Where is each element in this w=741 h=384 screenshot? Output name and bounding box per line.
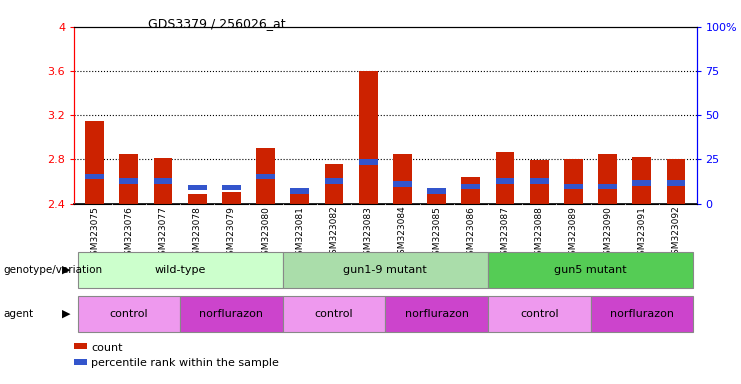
Bar bbox=[428, 188, 446, 194]
Text: GSM323092: GSM323092 bbox=[671, 206, 680, 260]
FancyBboxPatch shape bbox=[591, 296, 693, 332]
Text: GSM323083: GSM323083 bbox=[364, 206, 373, 261]
Bar bbox=[359, 159, 378, 165]
Bar bbox=[564, 184, 583, 189]
Text: wild-type: wild-type bbox=[154, 265, 206, 275]
Bar bbox=[325, 164, 343, 204]
Bar bbox=[119, 154, 139, 204]
Text: norflurazon: norflurazon bbox=[199, 309, 263, 319]
Bar bbox=[359, 71, 378, 204]
Bar bbox=[428, 192, 446, 204]
Text: GDS3379 / 256026_at: GDS3379 / 256026_at bbox=[148, 17, 286, 30]
FancyBboxPatch shape bbox=[283, 296, 385, 332]
Text: control: control bbox=[520, 309, 559, 319]
FancyBboxPatch shape bbox=[488, 252, 693, 288]
Bar bbox=[325, 178, 343, 184]
Text: GSM323080: GSM323080 bbox=[261, 206, 270, 261]
Text: GSM323084: GSM323084 bbox=[398, 206, 407, 260]
Bar bbox=[290, 190, 309, 204]
Text: GSM323079: GSM323079 bbox=[227, 206, 236, 261]
Bar bbox=[153, 158, 173, 204]
Bar bbox=[632, 157, 651, 204]
Bar bbox=[119, 178, 139, 184]
Bar bbox=[598, 184, 617, 189]
Text: GSM323090: GSM323090 bbox=[603, 206, 612, 261]
FancyBboxPatch shape bbox=[78, 296, 180, 332]
Bar bbox=[222, 192, 241, 204]
Text: genotype/variation: genotype/variation bbox=[4, 265, 103, 275]
Bar bbox=[530, 178, 548, 184]
Text: GSM323085: GSM323085 bbox=[432, 206, 441, 261]
Bar bbox=[85, 174, 104, 179]
Bar bbox=[632, 180, 651, 186]
Bar bbox=[256, 174, 275, 179]
Bar bbox=[667, 159, 685, 204]
Bar bbox=[462, 177, 480, 204]
Text: GSM323078: GSM323078 bbox=[193, 206, 202, 261]
Text: GSM323088: GSM323088 bbox=[535, 206, 544, 261]
Bar bbox=[598, 154, 617, 204]
FancyBboxPatch shape bbox=[488, 296, 591, 332]
Text: norflurazon: norflurazon bbox=[405, 309, 468, 319]
Bar bbox=[496, 152, 514, 204]
Bar bbox=[393, 154, 412, 204]
FancyBboxPatch shape bbox=[180, 296, 283, 332]
Text: GSM323076: GSM323076 bbox=[124, 206, 133, 261]
Text: control: control bbox=[110, 309, 148, 319]
Text: GSM323091: GSM323091 bbox=[637, 206, 646, 261]
Bar bbox=[153, 178, 173, 184]
Text: gun5 mutant: gun5 mutant bbox=[554, 265, 627, 275]
Text: GSM323075: GSM323075 bbox=[90, 206, 99, 261]
Bar bbox=[187, 185, 207, 190]
Bar bbox=[667, 180, 685, 186]
Text: GSM323077: GSM323077 bbox=[159, 206, 167, 261]
Text: GSM323081: GSM323081 bbox=[296, 206, 305, 261]
Text: GSM323086: GSM323086 bbox=[466, 206, 475, 261]
FancyBboxPatch shape bbox=[78, 252, 283, 288]
FancyBboxPatch shape bbox=[283, 252, 488, 288]
Text: ▶: ▶ bbox=[62, 265, 70, 275]
Text: percentile rank within the sample: percentile rank within the sample bbox=[91, 358, 279, 368]
Bar bbox=[187, 194, 207, 204]
Bar bbox=[290, 188, 309, 194]
Text: agent: agent bbox=[4, 309, 34, 319]
Text: gun1-9 mutant: gun1-9 mutant bbox=[343, 265, 428, 275]
Text: GSM323087: GSM323087 bbox=[500, 206, 510, 261]
Text: count: count bbox=[91, 343, 123, 353]
Bar bbox=[393, 182, 412, 187]
Bar bbox=[85, 121, 104, 204]
Text: norflurazon: norflurazon bbox=[610, 309, 674, 319]
Bar bbox=[462, 184, 480, 189]
Text: GSM323082: GSM323082 bbox=[330, 206, 339, 260]
Text: GSM323089: GSM323089 bbox=[569, 206, 578, 261]
Bar bbox=[564, 159, 583, 204]
Bar bbox=[496, 178, 514, 184]
Text: ▶: ▶ bbox=[62, 309, 70, 319]
Text: control: control bbox=[315, 309, 353, 319]
FancyBboxPatch shape bbox=[385, 296, 488, 332]
Bar bbox=[256, 148, 275, 204]
Bar bbox=[530, 161, 548, 204]
Bar bbox=[222, 185, 241, 190]
